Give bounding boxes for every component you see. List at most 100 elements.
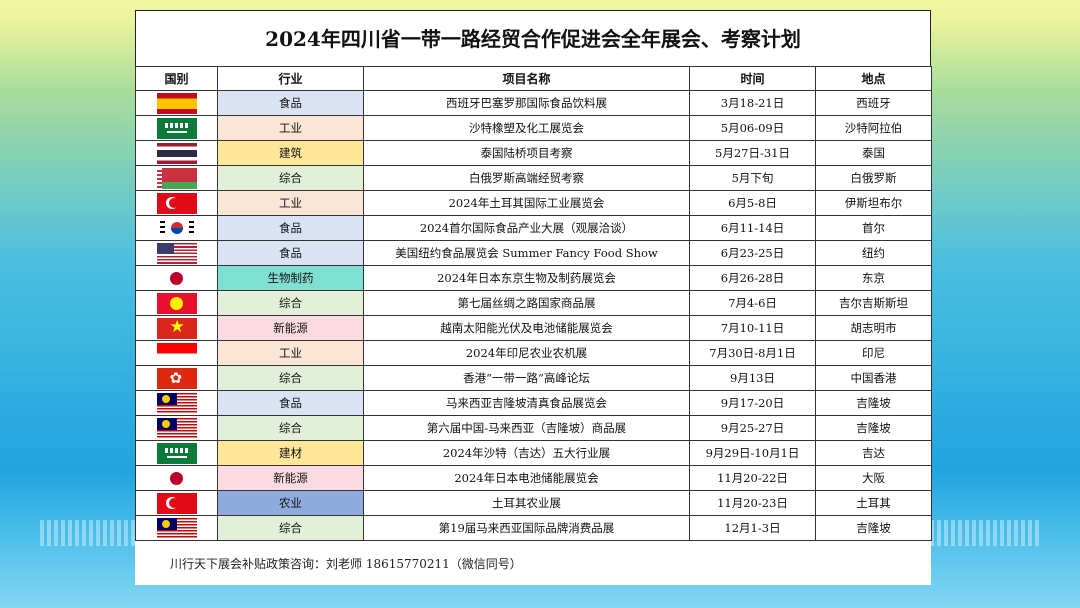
country-cell — [135, 390, 218, 416]
country-cell — [135, 515, 218, 541]
project-cell: 2024年日本东京生物及制药展览会 — [363, 265, 690, 291]
country-cell — [135, 115, 218, 141]
table-header-row: 国别 行业 项目名称 时间 地点 — [135, 66, 932, 91]
table-row: 建筑 泰国陆桥项目考察 5月27日-31日 泰国 — [135, 140, 932, 166]
country-cell — [135, 415, 218, 441]
time-cell: 9月25-27日 — [689, 415, 816, 441]
country-cell — [135, 490, 218, 516]
malaysia-flag-icon — [156, 517, 197, 539]
japan-flag-icon — [156, 267, 197, 289]
country-cell — [135, 165, 218, 191]
country-cell — [135, 190, 218, 216]
hongkong-flag-icon — [156, 367, 197, 389]
industry-cell: 食品 — [217, 215, 364, 241]
project-cell: 2024年印尼农业农机展 — [363, 340, 690, 366]
project-cell: 2024首尔国际食品产业大展（观展洽谈） — [363, 215, 690, 241]
project-cell: 美国纽约食品展览会 Summer Fancy Food Show — [363, 240, 690, 266]
project-cell: 西班牙巴塞罗那国际食品饮料展 — [363, 90, 690, 116]
malaysia-flag-icon — [156, 417, 197, 439]
time-cell: 9月13日 — [689, 365, 816, 391]
industry-cell: 食品 — [217, 90, 364, 116]
industry-cell: 生物制药 — [217, 265, 364, 291]
project-cell: 土耳其农业展 — [363, 490, 690, 516]
footer-contact: 川行天下展会补贴政策咨询：刘老师 18615770211（微信同号） — [170, 557, 522, 571]
time-cell: 3月18-21日 — [689, 90, 816, 116]
skyline-decoration-left — [40, 520, 150, 546]
kyrgyzstan-flag-icon — [156, 292, 197, 314]
location-cell: 吉隆坡 — [815, 415, 932, 441]
location-cell: 中国香港 — [815, 365, 932, 391]
country-cell — [135, 140, 218, 166]
project-cell: 第19届马来西亚国际品牌消费品展 — [363, 515, 690, 541]
location-cell: 吉尔吉斯斯坦 — [815, 290, 932, 316]
project-cell: 白俄罗斯高端经贸考察 — [363, 165, 690, 191]
table-row: 工业 沙特橡塑及化工展览会 5月06-09日 沙特阿拉伯 — [135, 115, 932, 141]
time-cell: 5月06-09日 — [689, 115, 816, 141]
time-cell: 5月下旬 — [689, 165, 816, 191]
industry-cell: 工业 — [217, 115, 364, 141]
time-cell: 12月1-3日 — [689, 515, 816, 541]
schedule-table: 国别 行业 项目名称 时间 地点 食品 西班牙巴塞罗那国际食品饮料展 3月18-21… — [135, 66, 932, 541]
skyline-decoration-right — [930, 520, 1040, 546]
country-cell — [135, 315, 218, 341]
usa-flag-icon — [156, 242, 197, 264]
page-title: 2024年四川省一带一路经贸合作促进会全年展会、考察计划 — [135, 10, 931, 66]
country-cell — [135, 90, 218, 116]
project-cell: 香港“一带一路”高峰论坛 — [363, 365, 690, 391]
schedule-panel: 2024年四川省一带一路经贸合作促进会全年展会、考察计划 国别 行业 项目名称 … — [135, 10, 932, 585]
location-cell: 大阪 — [815, 465, 932, 491]
malaysia-flag-icon — [156, 392, 197, 414]
project-cell: 沙特橡塑及化工展览会 — [363, 115, 690, 141]
location-cell: 首尔 — [815, 215, 932, 241]
saudi-flag-icon — [156, 117, 197, 139]
belarus-flag-icon — [156, 167, 197, 189]
thailand-flag-icon — [156, 142, 197, 164]
table-row: 综合 第六届中国-马来西亚（吉隆坡）商品展 9月25-27日 吉隆坡 — [135, 415, 932, 441]
korea-flag-icon — [156, 217, 197, 239]
industry-cell: 新能源 — [217, 315, 364, 341]
country-cell — [135, 440, 218, 466]
time-cell: 7月4-6日 — [689, 290, 816, 316]
country-cell — [135, 290, 218, 316]
industry-cell: 综合 — [217, 515, 364, 541]
industry-cell: 综合 — [217, 365, 364, 391]
industry-cell: 食品 — [217, 240, 364, 266]
japan-flag-icon — [156, 467, 197, 489]
location-cell: 纽约 — [815, 240, 932, 266]
header-country: 国别 — [135, 66, 218, 91]
time-cell: 7月30日-8月1日 — [689, 340, 816, 366]
table-row: 综合 白俄罗斯高端经贸考察 5月下旬 白俄罗斯 — [135, 165, 932, 191]
table-row: 综合 第19届马来西亚国际品牌消费品展 12月1-3日 吉隆坡 — [135, 515, 932, 541]
table-row: 工业 2024年印尼农业农机展 7月30日-8月1日 印尼 — [135, 340, 932, 366]
table-row: 综合 第七届丝绸之路国家商品展 7月4-6日 吉尔吉斯斯坦 — [135, 290, 932, 316]
country-cell — [135, 240, 218, 266]
vietnam-flag-icon — [156, 317, 197, 339]
location-cell: 泰国 — [815, 140, 932, 166]
location-cell: 胡志明市 — [815, 315, 932, 341]
time-cell: 11月20-23日 — [689, 490, 816, 516]
location-cell: 吉隆坡 — [815, 390, 932, 416]
location-cell: 伊斯坦布尔 — [815, 190, 932, 216]
project-cell: 2024年沙特（吉达）五大行业展 — [363, 440, 690, 466]
table-row: 生物制药 2024年日本东京生物及制药展览会 6月26-28日 东京 — [135, 265, 932, 291]
table-row: 食品 马来西亚吉隆坡清真食品展览会 9月17-20日 吉隆坡 — [135, 390, 932, 416]
table-row: 农业 土耳其农业展 11月20-23日 土耳其 — [135, 490, 932, 516]
location-cell: 吉达 — [815, 440, 932, 466]
table-row: 工业 2024年土耳其国际工业展览会 6月5-8日 伊斯坦布尔 — [135, 190, 932, 216]
country-cell — [135, 265, 218, 291]
header-project: 项目名称 — [363, 66, 690, 91]
industry-cell: 工业 — [217, 190, 364, 216]
turkey-flag-icon — [156, 492, 197, 514]
project-cell: 第七届丝绸之路国家商品展 — [363, 290, 690, 316]
saudi-flag-icon — [156, 442, 197, 464]
industry-cell: 新能源 — [217, 465, 364, 491]
country-cell — [135, 465, 218, 491]
location-cell: 东京 — [815, 265, 932, 291]
time-cell: 9月17-20日 — [689, 390, 816, 416]
industry-cell: 建筑 — [217, 140, 364, 166]
table-row: 建材 2024年沙特（吉达）五大行业展 9月29日-10月1日 吉达 — [135, 440, 932, 466]
table-row: 新能源 2024年日本电池储能展览会 11月20-22日 大阪 — [135, 465, 932, 491]
table-row: 食品 2024首尔国际食品产业大展（观展洽谈） 6月11-14日 首尔 — [135, 215, 932, 241]
